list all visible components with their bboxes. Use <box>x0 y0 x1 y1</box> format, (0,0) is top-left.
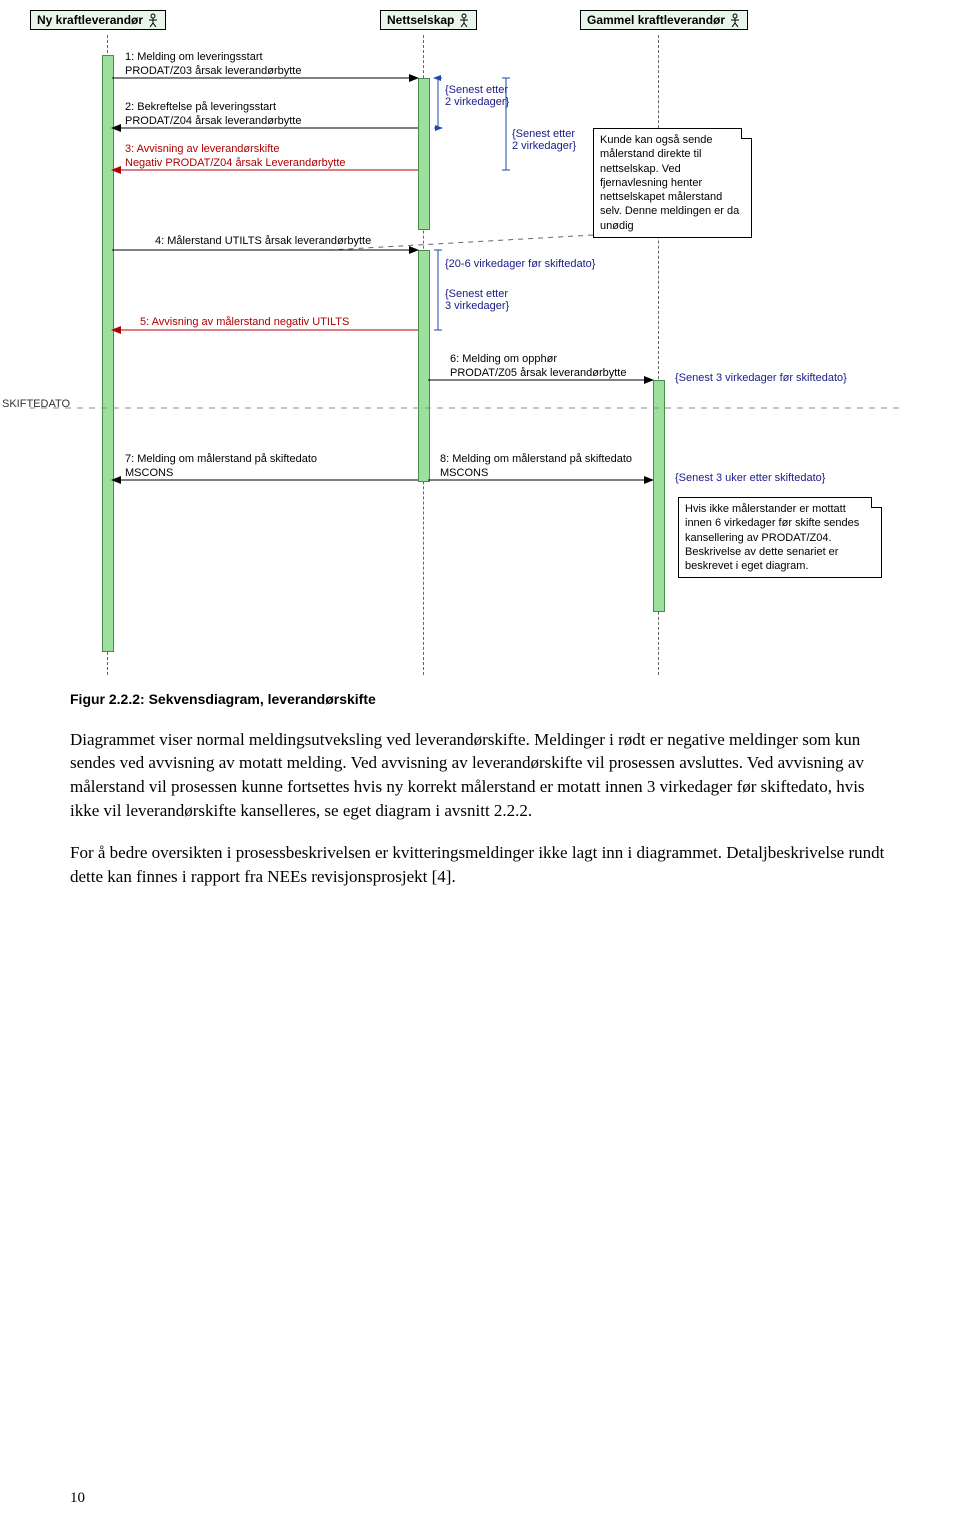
page-number: 10 <box>70 1490 85 1507</box>
actor-ny: Ny kraftleverandør <box>30 10 166 30</box>
actor-icon <box>147 13 159 27</box>
timing-3: {20-6 virkedager før skiftedato} <box>445 258 595 270</box>
timing-1: {Senest etter2 virkedager} <box>445 84 509 108</box>
activation <box>418 78 430 230</box>
msg-6-label: 6: Melding om opphørPRODAT/Z05 årsak lev… <box>450 352 626 381</box>
msg-7-label: 7: Melding om målerstand på skiftedatoMS… <box>125 452 317 481</box>
paragraph-1: Diagrammet viser normal meldingsutveksli… <box>70 728 890 823</box>
timing-2: {Senest etter2 virkedager} <box>512 128 576 152</box>
actor-gammel: Gammel kraftleverandør <box>580 10 748 30</box>
msg-3-label: 3: Avvisning av leverandørskifteNegativ … <box>125 142 346 171</box>
actor-label: Gammel kraftleverandør <box>587 13 725 27</box>
actor-nettselskap: Nettselskap <box>380 10 477 30</box>
actor-icon <box>729 13 741 27</box>
msg-8-label: 8: Melding om målerstand på skiftedatoMS… <box>440 452 632 481</box>
sequence-diagram: Ny kraftleverandør Nettselskap Gammel kr… <box>30 10 950 690</box>
note-2: Hvis ikke målerstander er mottatt innen … <box>678 497 882 578</box>
timing-5: {Senest 3 virkedager før skiftedato} <box>675 372 847 384</box>
actor-label: Nettselskap <box>387 13 454 27</box>
figure-caption: Figur 2.2.2: Sekvensdiagram, leverandørs… <box>70 690 890 710</box>
actor-label: Ny kraftleverandør <box>37 13 143 27</box>
msg-4-label: 4: Målerstand UTILTS årsak leverandørbyt… <box>155 234 371 248</box>
msg-2-label: 2: Bekreftelse på leveringsstartPRODAT/Z… <box>125 100 301 129</box>
note-1: Kunde kan også sende målerstand direkte … <box>593 128 752 238</box>
timing-6: {Senest 3 uker etter skiftedato} <box>675 472 825 484</box>
activation <box>653 380 665 612</box>
msg-1-label: 1: Melding om leveringsstartPRODAT/Z03 å… <box>125 50 301 79</box>
actor-icon <box>458 13 470 27</box>
text-content: Figur 2.2.2: Sekvensdiagram, leverandørs… <box>0 690 960 946</box>
activation <box>102 55 114 652</box>
skiftedato-label: SKIFTEDATO <box>2 398 70 410</box>
paragraph-2: For å bedre oversikten i prosessbeskrive… <box>70 841 890 889</box>
msg-5-label: 5: Avvisning av målerstand negativ UTILT… <box>140 315 349 329</box>
timing-4: {Senest etter3 virkedager} <box>445 288 509 312</box>
activation <box>418 250 430 482</box>
